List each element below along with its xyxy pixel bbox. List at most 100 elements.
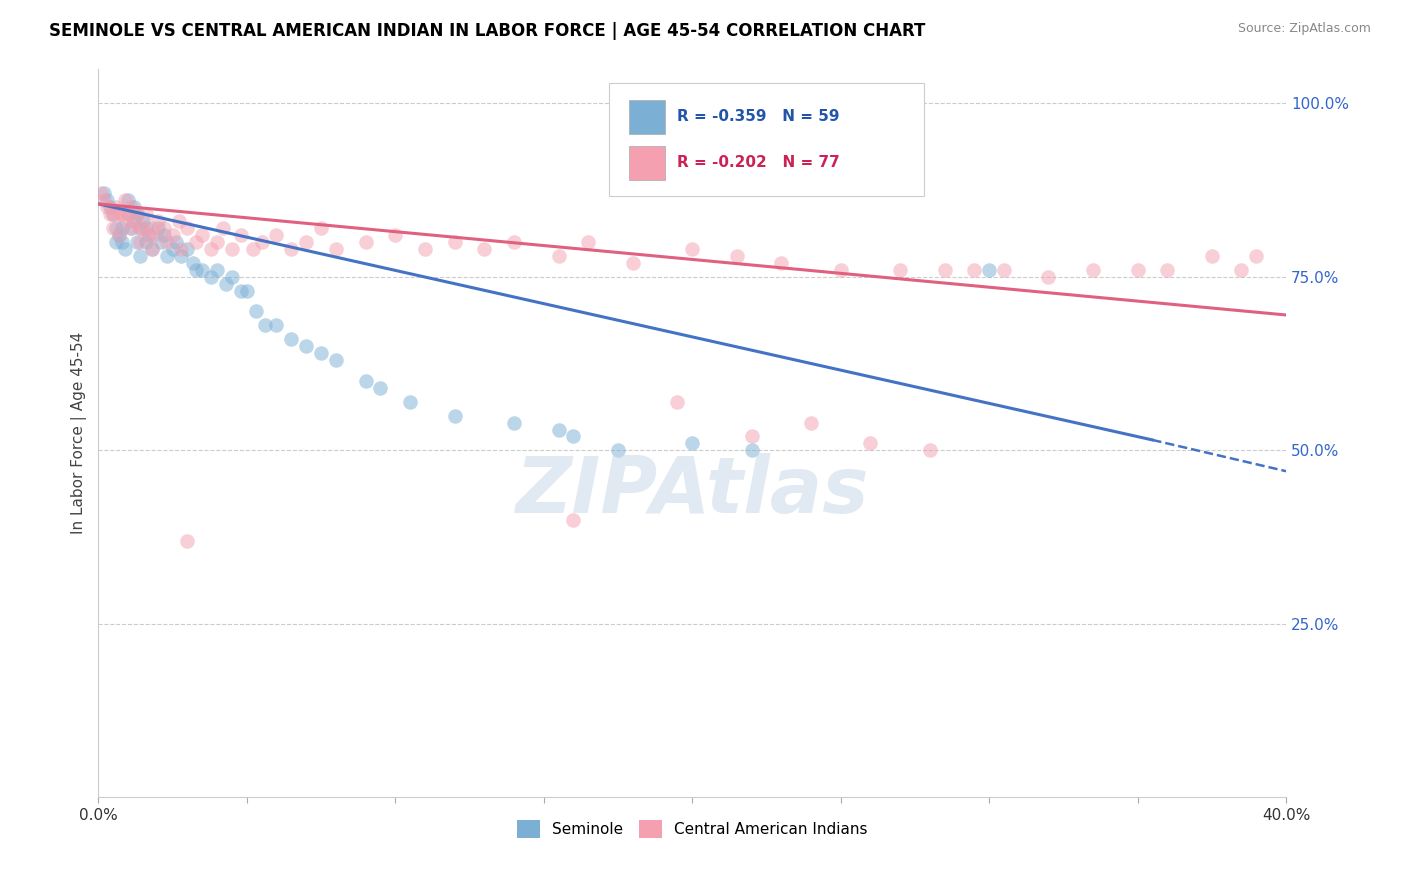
Point [547, 249, 569, 263]
Point [245, 304, 267, 318]
Text: R = -0.359   N = 59: R = -0.359 N = 59 [676, 110, 839, 124]
Point [1156, 263, 1178, 277]
Point [167, 214, 190, 228]
Point [354, 374, 377, 388]
Point [413, 242, 436, 256]
Point [111, 235, 134, 249]
Point [443, 409, 465, 423]
Point [105, 235, 128, 249]
Point [212, 221, 235, 235]
Point [1201, 249, 1223, 263]
Point [325, 242, 347, 256]
Point [621, 256, 644, 270]
Point [1230, 263, 1253, 277]
Point [503, 416, 526, 430]
Point [120, 221, 142, 235]
Point [129, 221, 152, 235]
Point [111, 207, 134, 221]
Point [934, 263, 956, 277]
Point [253, 318, 276, 333]
Point [280, 242, 302, 256]
Point [122, 214, 145, 228]
Point [135, 235, 157, 249]
Point [830, 263, 852, 277]
Point [221, 242, 243, 256]
Point [183, 256, 205, 270]
Point [399, 394, 422, 409]
Point [135, 207, 157, 221]
Point [108, 207, 131, 221]
Point [859, 436, 882, 450]
Point [120, 221, 142, 235]
Point [606, 443, 628, 458]
Point [170, 242, 193, 256]
Point [741, 443, 763, 458]
Point [562, 513, 585, 527]
Point [138, 228, 160, 243]
Point [138, 228, 160, 243]
Point [125, 235, 148, 249]
Point [370, 381, 392, 395]
Point [129, 235, 152, 249]
Point [200, 242, 222, 256]
Point [384, 228, 406, 243]
Point [105, 221, 128, 235]
Point [129, 221, 152, 235]
Point [221, 269, 243, 284]
Point [149, 235, 172, 249]
Point [191, 263, 214, 277]
Point [146, 214, 169, 228]
Point [105, 200, 128, 214]
Point [143, 228, 166, 243]
Point [152, 221, 174, 235]
Point [562, 429, 585, 443]
Point [443, 235, 465, 249]
Point [103, 207, 125, 221]
Point [176, 221, 198, 235]
Point [117, 207, 139, 221]
Point [108, 228, 131, 243]
Point [125, 207, 148, 221]
Point [229, 284, 252, 298]
Point [141, 242, 163, 256]
Point [191, 228, 214, 243]
Point [170, 249, 193, 263]
Point [103, 221, 125, 235]
Point [120, 200, 142, 214]
Point [741, 429, 763, 443]
Point [122, 214, 145, 228]
Point [229, 228, 252, 243]
Point [129, 249, 152, 263]
Point [122, 200, 145, 214]
Point [681, 436, 703, 450]
Point [576, 235, 599, 249]
Point [141, 242, 163, 256]
Point [993, 263, 1015, 277]
Point [309, 346, 332, 360]
Point [472, 242, 495, 256]
Point [162, 242, 184, 256]
Point [156, 249, 179, 263]
Text: Source: ZipAtlas.com: Source: ZipAtlas.com [1237, 22, 1371, 36]
Point [354, 235, 377, 249]
Point [770, 256, 793, 270]
Point [117, 194, 139, 208]
Point [547, 423, 569, 437]
Point [146, 221, 169, 235]
Point [162, 228, 184, 243]
Point [725, 249, 748, 263]
Point [114, 214, 136, 228]
Point [200, 269, 222, 284]
Point [156, 235, 179, 249]
Point [141, 221, 163, 235]
Point [1038, 269, 1060, 284]
Point [266, 318, 288, 333]
Point [114, 194, 136, 208]
Point [280, 332, 302, 346]
Point [117, 207, 139, 221]
Point [186, 263, 208, 277]
Point [176, 242, 198, 256]
Point [114, 242, 136, 256]
Point [889, 263, 911, 277]
Text: R = -0.202   N = 77: R = -0.202 N = 77 [676, 155, 839, 169]
